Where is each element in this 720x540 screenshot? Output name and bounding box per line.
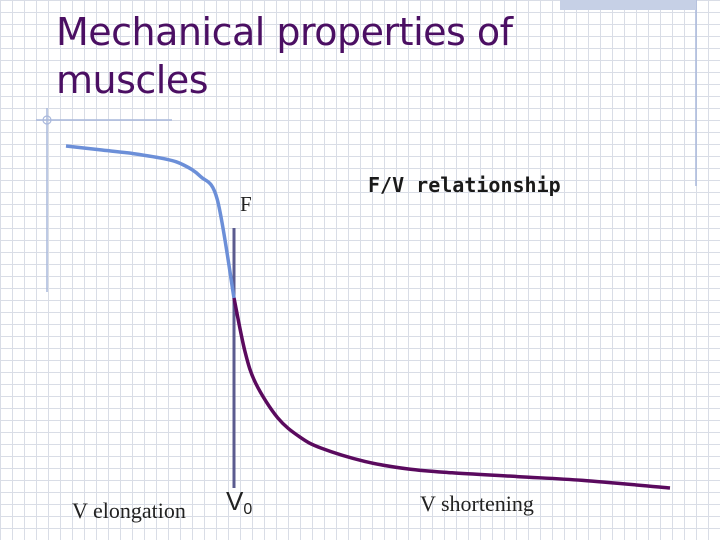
slide-title-line-2: muscles [56,58,209,102]
decor-circle [42,115,52,125]
origin-velocity-symbol: V [226,486,244,516]
origin-velocity-label: V0 [226,486,252,519]
decor-top-band [560,0,696,10]
elongation-axis-label: V elongation [72,498,186,523]
chart-title: F/V relationship [368,173,561,197]
elongation-curve [65,144,236,299]
slide-title-line-1: Mechanical properties of [56,10,513,54]
force-axis-label: F [240,192,252,216]
shortening-axis-label: V shortening [420,491,534,516]
origin-velocity-subscript: 0 [243,501,253,518]
slide-title: Mechanical properties of muscles [56,8,616,104]
shortening-curve [232,297,671,490]
